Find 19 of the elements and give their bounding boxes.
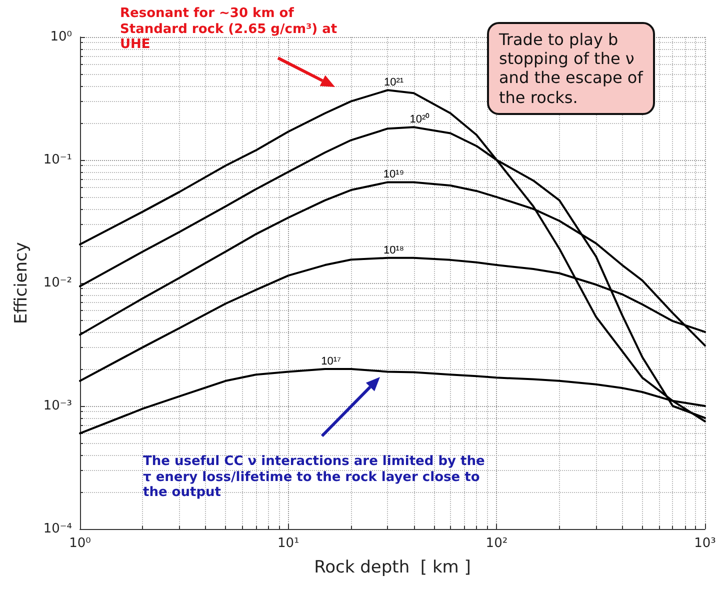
x-tick-label: 10³ [694,536,716,551]
series-label: 10²¹ [384,76,404,89]
y-tick-label: 10⁻³ [43,398,72,414]
y-tick-label: 10⁻¹ [43,152,72,168]
annotation: Trade to play b stopping of the ν and the escape of the rocks. [487,22,655,115]
series-label: 10²⁰ [410,112,430,126]
series-label: 10¹⁷ [321,355,341,368]
x-tick-label: 10⁰ [69,536,91,551]
annotation: Resonant for ~30 km of Standard rock (2.65 g/cm³) at UHE [120,6,338,53]
y-axis-title: Efficiency [12,242,32,324]
y-tick-label: 10⁻² [43,276,72,290]
y-tick-label: 10⁻⁴ [43,522,72,536]
x-axis-title: Rock depth [ km ] [314,558,471,578]
x-tick-label: 10² [486,536,508,551]
y-tick-label: 10⁰ [50,30,72,44]
annotation: The useful CC ν interactions are limited by the τ enery loss/lifetime to the rock layer close to the output [143,454,485,501]
x-tick-label: 10¹ [277,536,300,551]
series-label: 10¹⁹ [383,168,404,181]
series-label: 10¹⁸ [383,244,404,256]
